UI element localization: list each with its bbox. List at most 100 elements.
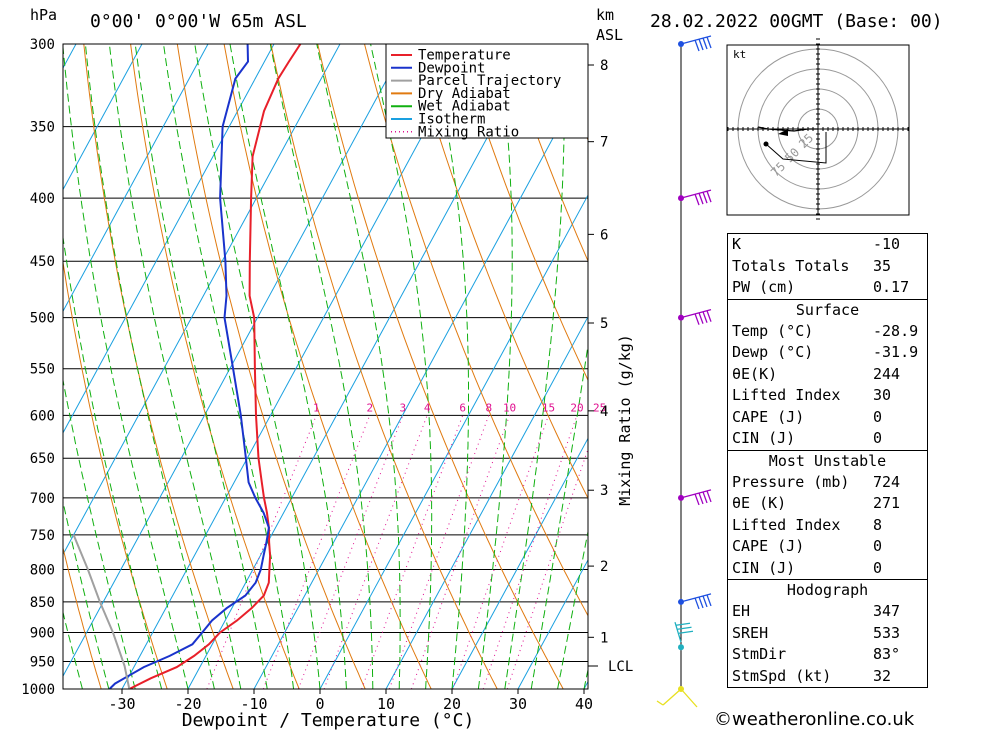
dry-adiabat-line xyxy=(317,44,564,689)
stat-value: 83° xyxy=(873,645,901,663)
x-axis-label: Dewpoint / Temperature (°C) xyxy=(182,710,475,731)
wind-barb-shaft xyxy=(680,189,712,199)
wet-adiabat-line xyxy=(63,44,189,689)
wind-barb-flag xyxy=(675,622,691,626)
storm-motion-trace xyxy=(765,132,827,164)
dry-adiabat-line xyxy=(130,44,300,689)
wet-adiabat-line xyxy=(84,44,215,689)
hodograph-row: StmSpd (kt) 32 xyxy=(728,666,927,688)
isotherm-line xyxy=(451,437,588,689)
wind-barb-flag xyxy=(706,310,712,322)
stat-value: -10 xyxy=(873,235,901,253)
wind-barb-flag xyxy=(694,493,700,506)
wind-barb-flag xyxy=(706,190,712,203)
basic-row: Totals Totals 35 xyxy=(728,256,927,278)
isotherm-line xyxy=(63,44,143,191)
wind-barb-shaft xyxy=(662,688,682,706)
wet-adiabat-line xyxy=(134,44,268,689)
mixing-ratio-line xyxy=(506,447,588,689)
km-tick-label: 3 xyxy=(600,483,608,499)
pressure-tick-label: 500 xyxy=(30,311,55,327)
mixing-ratio-label: 15 xyxy=(542,401,555,414)
isotherm-line xyxy=(253,72,588,689)
wind-barb xyxy=(680,35,712,52)
pressure-tick-label: 850 xyxy=(30,595,55,611)
isotherm-line xyxy=(63,44,407,678)
wet-adiabat-line xyxy=(229,44,347,689)
hodograph-unit: kt xyxy=(733,48,746,61)
skewt-grid xyxy=(63,44,1000,689)
stat-value: 35 xyxy=(873,256,892,275)
wind-barb xyxy=(674,622,694,643)
pressure-tick-label: 1000 xyxy=(21,682,55,698)
mixing-ratio-axis-label: Mixing Ratio (g/kg) xyxy=(616,334,634,506)
km-tick-label: 1 xyxy=(600,630,608,646)
km-tick-label: 4 xyxy=(600,404,608,420)
mixing-ratio-label: 1 xyxy=(313,401,320,414)
stat-value: 0 xyxy=(873,407,883,426)
km-tick-label: 6 xyxy=(600,227,608,243)
wet-adiabat-line xyxy=(557,529,588,689)
wet-adiabat-line xyxy=(316,44,401,689)
wet-adiabat-line xyxy=(108,44,242,689)
pressure-tick-label: 900 xyxy=(30,626,55,642)
stat-label: Lifted Index xyxy=(732,515,841,534)
stat-label: CAPE (J) xyxy=(732,407,805,426)
wet-adiabat-line xyxy=(431,44,469,689)
mixing-ratio-label: 6 xyxy=(459,401,466,414)
km-unit-label: km xyxy=(596,6,614,24)
stat-value: 244 xyxy=(873,364,901,383)
surface-row: CAPE (J) 0 xyxy=(728,407,927,429)
km-tick-label: 5 xyxy=(600,316,608,332)
stat-label: CIN (J) xyxy=(732,558,796,577)
most-unstable-row: CAPE (J) 0 xyxy=(728,536,927,558)
stat-label: SREH xyxy=(732,623,769,642)
stats-panel: K -10 Totals Totals 35 PW (cm) 0.17 Surface Te… xyxy=(727,233,928,688)
wet-adiabat-line xyxy=(63,234,163,689)
wind-barb xyxy=(680,593,712,610)
temp-tick-label: -20 xyxy=(174,695,201,713)
pressure-tick-label: 600 xyxy=(30,408,55,424)
temp-tick-label: -10 xyxy=(240,695,267,713)
wet-adiabat-line xyxy=(530,341,588,689)
temperature-trace xyxy=(128,44,302,689)
surface-row: Temp (°C) -28.9 xyxy=(728,321,927,343)
temp-tick-label: 40 xyxy=(575,695,593,713)
stat-label: Temp (°C) xyxy=(732,321,814,340)
stat-label: PW (cm) xyxy=(732,278,796,296)
stats-hodograph: Hodograph EH 347 SREH 533 StmDir 83° StmSpd (kt… xyxy=(728,579,927,687)
wind-barb xyxy=(680,489,712,506)
legend-entry: Parcel Trajectory xyxy=(418,73,561,89)
hodograph-title: Hodograph xyxy=(786,581,869,599)
dry-adiabat-line xyxy=(926,44,1000,689)
stat-value: 347 xyxy=(873,602,901,620)
dry-adiabat-line xyxy=(176,44,366,689)
stat-value: 271 xyxy=(873,494,901,512)
pressure-tick-label: 450 xyxy=(30,254,55,270)
isotherm-line xyxy=(385,315,588,689)
surface-title: Surface xyxy=(795,300,860,319)
isotherm-line xyxy=(63,44,209,313)
mixing-ratio-line xyxy=(410,415,511,689)
mixing-ratio-line xyxy=(262,415,371,689)
mixing-ratio-line xyxy=(452,415,549,689)
wind-barb-shaft xyxy=(680,688,698,708)
wind-barb-flag xyxy=(694,313,700,325)
pressure-tick-label: 750 xyxy=(30,528,55,544)
legend-entry: Dry Adiabat xyxy=(418,86,511,102)
wind-profile xyxy=(656,35,712,708)
mixing-ratio-label: 3 xyxy=(400,401,407,414)
isotherm-line xyxy=(121,44,473,689)
parcel-trajectory-trace xyxy=(72,534,131,689)
dry-adiabat-line xyxy=(457,44,588,382)
wind-barb-flag xyxy=(706,490,712,503)
wet-adiabat-line xyxy=(163,44,295,689)
km-tick-label: 2 xyxy=(600,559,608,575)
mixing-ratio-label: 10 xyxy=(503,401,516,414)
wind-barb-shaft xyxy=(680,309,712,319)
wind-barb-flag xyxy=(706,594,712,607)
pressure-tick-label: 400 xyxy=(30,191,55,207)
